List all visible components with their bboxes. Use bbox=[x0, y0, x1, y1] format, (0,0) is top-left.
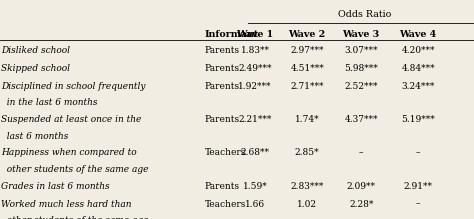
Text: 2.09**: 2.09** bbox=[346, 182, 376, 191]
Text: Happiness when compared to: Happiness when compared to bbox=[1, 148, 137, 157]
Text: Odds Ratio: Odds Ratio bbox=[338, 10, 391, 19]
Text: Parents: Parents bbox=[205, 64, 240, 73]
Text: Teachers: Teachers bbox=[205, 148, 246, 157]
Text: 2.71***: 2.71*** bbox=[291, 82, 324, 91]
Text: 2.85*: 2.85* bbox=[295, 148, 319, 157]
Text: 3.07***: 3.07*** bbox=[345, 46, 378, 55]
Text: 2.21***: 2.21*** bbox=[238, 115, 272, 124]
Text: 2.97***: 2.97*** bbox=[291, 46, 324, 55]
Text: Informant: Informant bbox=[205, 30, 259, 39]
Text: 4.20***: 4.20*** bbox=[401, 46, 435, 55]
Text: other students of the same age: other students of the same age bbox=[1, 216, 148, 219]
Text: Disliked school: Disliked school bbox=[1, 46, 70, 55]
Text: 2.91**: 2.91** bbox=[403, 182, 433, 191]
Text: Wave 4: Wave 4 bbox=[400, 30, 437, 39]
Text: Parents: Parents bbox=[205, 182, 240, 191]
Text: 1.02: 1.02 bbox=[297, 200, 317, 208]
Text: Suspended at least once in the: Suspended at least once in the bbox=[1, 115, 141, 124]
Text: 5.19***: 5.19*** bbox=[401, 115, 435, 124]
Text: 3.24***: 3.24*** bbox=[401, 82, 435, 91]
Text: 5.98***: 5.98*** bbox=[344, 64, 378, 73]
Text: Wave 2: Wave 2 bbox=[289, 30, 326, 39]
Text: Grades in last 6 months: Grades in last 6 months bbox=[1, 182, 109, 191]
Text: 1.83**: 1.83** bbox=[240, 46, 270, 55]
Text: 1.92***: 1.92*** bbox=[238, 82, 272, 91]
Text: 2.83***: 2.83*** bbox=[291, 182, 324, 191]
Text: Teachers: Teachers bbox=[205, 200, 246, 208]
Text: –: – bbox=[359, 148, 364, 157]
Text: Disciplined in school frequently: Disciplined in school frequently bbox=[1, 82, 146, 91]
Text: 2.28*: 2.28* bbox=[349, 200, 374, 208]
Text: –: – bbox=[416, 200, 420, 208]
Text: 4.51***: 4.51*** bbox=[290, 64, 324, 73]
Text: 1.66: 1.66 bbox=[245, 200, 265, 208]
Text: Wave 1: Wave 1 bbox=[237, 30, 273, 39]
Text: Skipped school: Skipped school bbox=[1, 64, 70, 73]
Text: Parents: Parents bbox=[205, 46, 240, 55]
Text: 4.84***: 4.84*** bbox=[401, 64, 435, 73]
Text: 2.49***: 2.49*** bbox=[238, 64, 272, 73]
Text: 1.59*: 1.59* bbox=[243, 182, 267, 191]
Text: 2.52***: 2.52*** bbox=[345, 82, 378, 91]
Text: 2.68**: 2.68** bbox=[240, 148, 270, 157]
Text: other students of the same age: other students of the same age bbox=[1, 165, 148, 174]
Text: Wave 3: Wave 3 bbox=[343, 30, 380, 39]
Text: last 6 months: last 6 months bbox=[1, 132, 68, 141]
Text: –: – bbox=[416, 148, 420, 157]
Text: Worked much less hard than: Worked much less hard than bbox=[1, 200, 131, 208]
Text: 4.37***: 4.37*** bbox=[345, 115, 378, 124]
Text: Parents: Parents bbox=[205, 115, 240, 124]
Text: 1.74*: 1.74* bbox=[295, 115, 319, 124]
Text: Parents: Parents bbox=[205, 82, 240, 91]
Text: in the last 6 months: in the last 6 months bbox=[1, 98, 98, 108]
